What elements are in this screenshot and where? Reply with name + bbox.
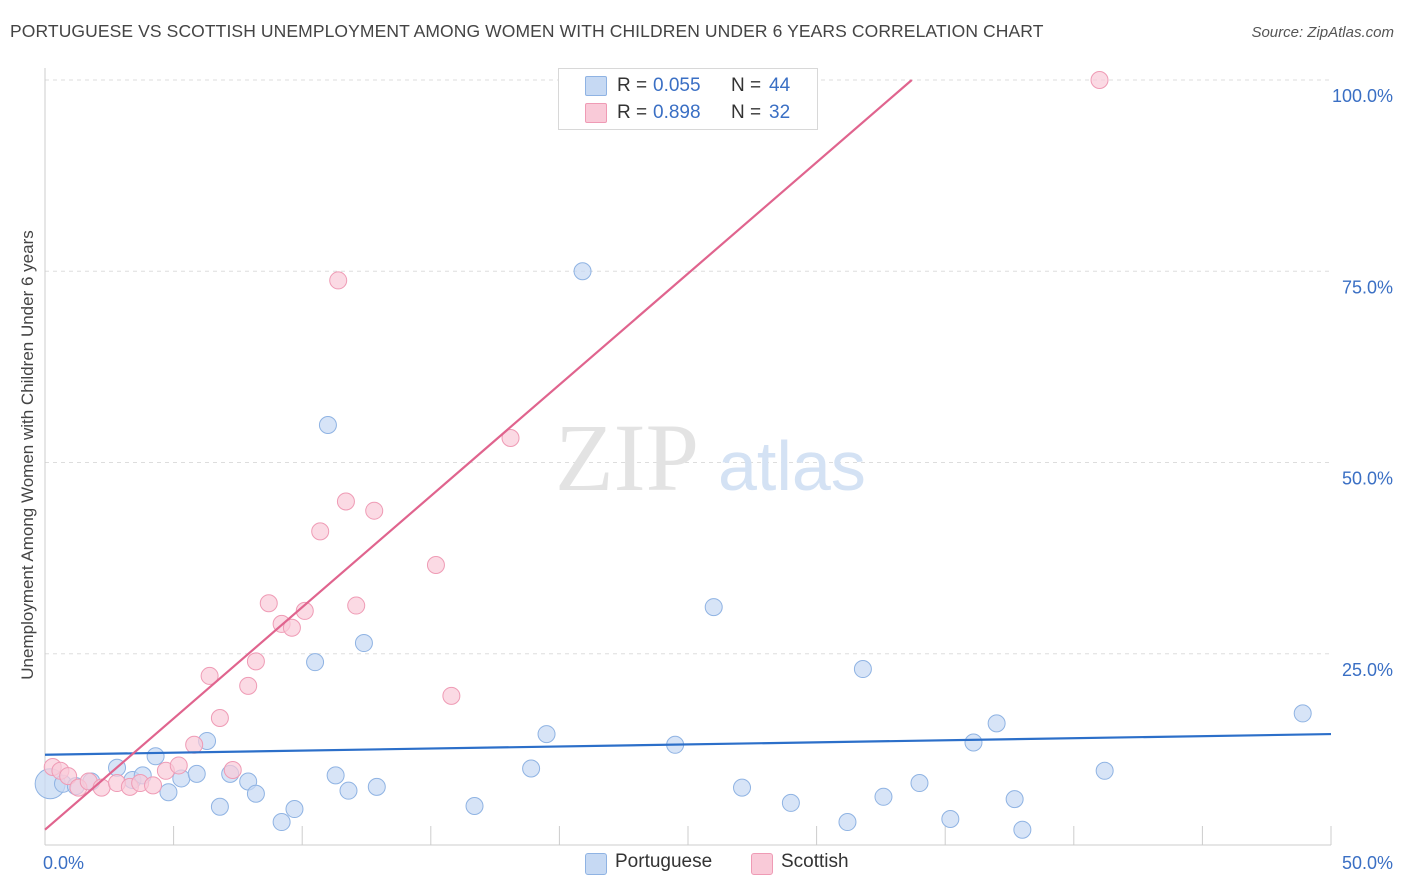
trend-layer [44, 79, 1332, 831]
portuguese-point [704, 598, 723, 617]
portuguese-r-label: R = [617, 75, 648, 96]
portuguese-point [733, 778, 752, 797]
scottish-trend-line [44, 79, 913, 831]
portuguese-point [1293, 704, 1312, 723]
portuguese-point [987, 714, 1006, 733]
scottish-point [501, 429, 520, 448]
legend-swatch-scottish [751, 853, 773, 875]
portuguese-point [354, 634, 373, 653]
portuguese-point [874, 787, 893, 806]
scottish-point [347, 596, 366, 615]
portuguese-point [339, 781, 358, 800]
portuguese-trend-line [44, 732, 1332, 756]
portuguese-point [853, 660, 872, 679]
scottish-point [1090, 71, 1109, 89]
y-axis-label: Unemployment Among Women with Children U… [18, 230, 37, 679]
scottish-point [59, 767, 78, 786]
portuguese-point [522, 759, 541, 778]
legend-label-portuguese: Portuguese [615, 851, 713, 872]
scottish-n-label: N = [731, 102, 762, 123]
y-tick-label: 25.0% [1342, 660, 1393, 680]
portuguese-point [159, 783, 178, 802]
portuguese-point [537, 725, 556, 744]
portuguese-point [318, 416, 337, 435]
scottish-r-label: R = [617, 102, 648, 123]
axis-layer: 25.0% 50.0% 75.0% 100.0% 0.0% 50.0% [43, 68, 1393, 873]
x-tick-label-max: 50.0% [1342, 853, 1393, 873]
scottish-point [311, 522, 330, 541]
source-credit: Source: ZipAtlas.com [1251, 24, 1394, 41]
portuguese-point [187, 764, 206, 783]
portuguese-point [1013, 820, 1032, 839]
scottish-point [169, 756, 188, 775]
portuguese-point [838, 813, 857, 832]
portuguese-point [1095, 761, 1114, 780]
scottish-point [295, 601, 314, 620]
watermark-zip: ZIP [555, 404, 699, 511]
portuguese-swatch [585, 76, 607, 96]
portuguese-point [367, 777, 386, 796]
scottish-n-value: 32 [769, 102, 791, 123]
portuguese-point [326, 766, 345, 785]
portuguese-r-value: 0.055 [653, 75, 701, 96]
scottish-point [426, 556, 445, 575]
legend-label-scottish: Scottish [781, 851, 849, 872]
scottish-point [200, 666, 219, 685]
legend-swatch-portuguese [585, 853, 607, 875]
chart-title: PORTUGUESE VS SCOTTISH UNEMPLOYMENT AMON… [10, 21, 1044, 41]
scottish-swatch [585, 103, 607, 123]
portuguese-point [910, 774, 929, 793]
stats-box: R = 0.055 N = 44 R = 0.898 N = 32 [558, 68, 818, 130]
scottish-point [442, 686, 461, 705]
portuguese-point [306, 653, 325, 672]
portuguese-point [146, 747, 165, 766]
portuguese-point [210, 797, 229, 816]
scottish-point [239, 676, 258, 695]
portuguese-point [573, 262, 592, 281]
x-tick-label-min: 0.0% [43, 853, 84, 873]
grid-layer [45, 79, 1331, 655]
scottish-point [336, 492, 355, 511]
y-tick-label: 100.0% [1332, 86, 1393, 106]
portuguese-point [465, 796, 484, 815]
portuguese-point [964, 733, 983, 752]
scottish-point [329, 271, 348, 290]
portuguese-point [272, 813, 291, 832]
scottish-point [259, 594, 278, 613]
scottish-point [282, 618, 301, 637]
portuguese-point [781, 793, 800, 812]
scottish-point [246, 652, 265, 671]
portuguese-point [285, 800, 304, 819]
watermark: ZIP atlas [555, 404, 866, 511]
scottish-point [185, 735, 204, 754]
portuguese-n-value: 44 [769, 75, 791, 96]
scottish-point [365, 501, 384, 520]
portuguese-n-label: N = [731, 75, 762, 96]
y-tick-label: 50.0% [1342, 469, 1393, 489]
portuguese-point [941, 809, 960, 828]
scottish-r-value: 0.898 [653, 102, 701, 123]
watermark-atlas: atlas [718, 427, 866, 505]
scottish-point [144, 776, 163, 795]
scottish-point [223, 761, 242, 780]
portuguese-point [1005, 790, 1024, 809]
portuguese-point [246, 784, 265, 803]
y-tick-label: 75.0% [1342, 277, 1393, 297]
scottish-point [210, 709, 229, 728]
